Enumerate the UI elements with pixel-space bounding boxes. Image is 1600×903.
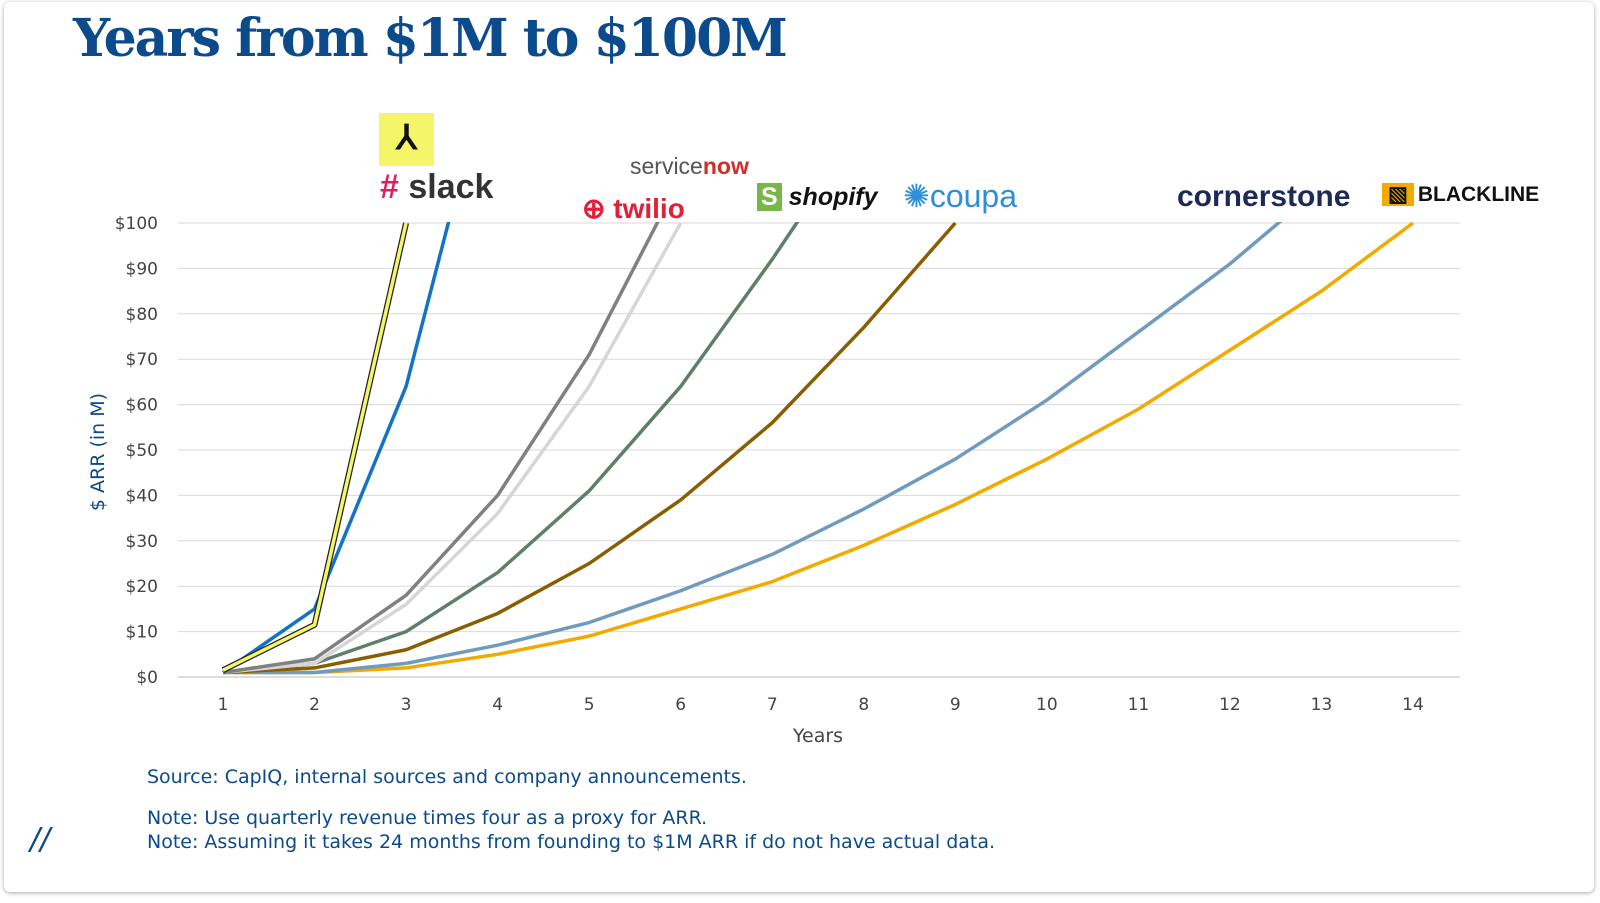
y-tick-label: $10	[126, 623, 158, 643]
x-axis-label: Years	[792, 725, 843, 747]
brand-mark-icon: //	[30, 822, 51, 857]
note-assumption: Note: Assuming it takes 24 months from f…	[147, 831, 996, 853]
x-tick-label: 6	[675, 695, 686, 715]
x-tick-label: 14	[1402, 695, 1424, 715]
series-line	[222, 222, 660, 675]
series-line	[222, 222, 957, 675]
x-tick-label: 2	[309, 695, 320, 715]
x-tick-label: 7	[767, 695, 778, 715]
series-line	[222, 222, 683, 675]
y-tick-label: $40	[126, 486, 158, 506]
slack-logo: # slack	[380, 168, 494, 206]
x-tick-label: 10	[1036, 695, 1058, 715]
slide	[4, 2, 1594, 892]
x-tick-label: 13	[1311, 695, 1333, 715]
x-tick-label: 8	[858, 695, 869, 715]
y-tick-label: $20	[126, 577, 158, 597]
series-line	[222, 222, 451, 674]
x-tick-label: 12	[1219, 695, 1241, 715]
x-tick-label: 5	[584, 695, 595, 715]
x-tick-label: 1	[218, 695, 229, 715]
page-title: Years from $1M to $100M	[73, 8, 788, 69]
x-tick-label: 9	[950, 695, 961, 715]
x-tick-label: 11	[1128, 695, 1150, 715]
y-tick-label: $60	[126, 396, 158, 416]
series-line	[223, 222, 1415, 675]
x-tick-label: 3	[401, 695, 412, 715]
y-tick-label: $80	[126, 305, 158, 325]
note-arr-proxy: Note: Use quarterly revenue times four a…	[147, 807, 708, 829]
series-line	[222, 222, 408, 672]
y-tick-label: $100	[115, 214, 158, 234]
yellow-logo: ⅄	[379, 113, 434, 166]
servicenow-logo: servicenow	[630, 153, 749, 179]
y-axis-label: $ ARR (in M)	[87, 393, 109, 511]
y-tick-label: $70	[126, 350, 158, 370]
shopify-logo: S shopify	[757, 183, 878, 212]
cornerstone-logo: cornerstone	[1177, 180, 1351, 213]
source-note: Source: CapIQ, internal sources and comp…	[147, 766, 747, 788]
twilio-logo: ⊕ twilio	[582, 193, 685, 224]
blackline-logo: ▧ BLACKLINE	[1382, 182, 1539, 207]
x-tick-label: 4	[492, 695, 503, 715]
y-tick-label: $50	[126, 441, 158, 461]
series-line	[222, 222, 800, 675]
y-tick-label: $30	[126, 532, 158, 552]
series-line	[223, 222, 1283, 675]
y-tick-label: $90	[126, 259, 158, 279]
series-outline	[221, 222, 410, 673]
coupa-logo: ✺coupa	[903, 178, 1017, 214]
y-tick-label: $0	[136, 668, 158, 688]
